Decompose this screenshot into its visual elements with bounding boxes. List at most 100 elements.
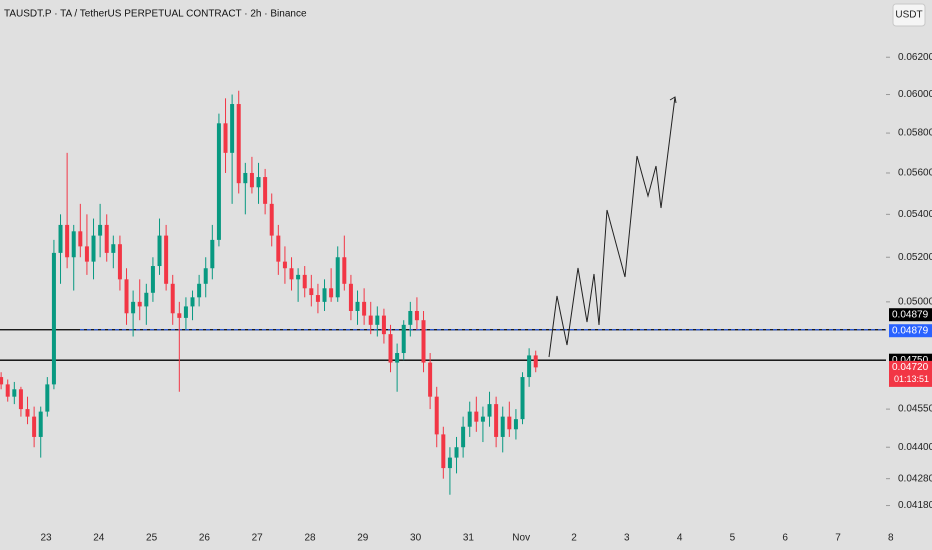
price-tag-label: 0.04879 [892, 309, 929, 320]
candle-body [71, 231, 76, 258]
candle-body [428, 362, 433, 397]
candle-body [421, 320, 426, 363]
candle-body [520, 377, 525, 420]
currency-label[interactable]: USDT [895, 10, 922, 21]
candle-body [322, 288, 327, 302]
candle-body [315, 295, 320, 302]
candle-body [263, 177, 268, 204]
candle-body [230, 104, 235, 153]
candle-body [355, 301, 360, 311]
candle-body [137, 301, 142, 307]
candle-body [32, 416, 37, 437]
candle-body [381, 315, 386, 335]
x-tick-label: 27 [252, 533, 264, 544]
candle-body [5, 384, 10, 397]
candle-body [500, 416, 505, 437]
candle-body [513, 419, 518, 430]
chart-title: TAUSDT.P · TA / TetherUS PERPETUAL CONTR… [4, 9, 307, 20]
candle-body [309, 288, 314, 296]
projection-drawing [548, 96, 676, 358]
y-tick-label: 0.06200 [898, 52, 932, 63]
candle-body [302, 274, 307, 289]
y-tick-label: 0.05200 [898, 252, 932, 263]
price-tag-label: 0.04750 [892, 355, 929, 366]
candle-body [474, 411, 479, 422]
candle-body [91, 235, 96, 262]
x-tick-label: 31 [463, 533, 475, 544]
x-tick-label: 6 [782, 533, 788, 544]
candle-body [18, 389, 23, 410]
candle-body [487, 404, 492, 417]
y-tick-label: 0.04400 [898, 442, 932, 453]
candle-body [177, 313, 182, 318]
y-tick-label: 0.05000 [898, 296, 932, 307]
x-tick-label: 7 [835, 533, 841, 544]
candle-body [533, 355, 538, 368]
x-tick-label: 26 [199, 533, 211, 544]
x-tick-label: Nov [512, 533, 530, 544]
y-tick-label: 0.04550 [898, 404, 932, 415]
candle-body [256, 177, 261, 188]
candle-body [447, 457, 452, 469]
y-tick-label: 0.04280 [898, 473, 932, 484]
candle-body [65, 224, 70, 258]
candle-body [236, 104, 241, 184]
candle-body [203, 268, 208, 284]
candle-body [104, 224, 109, 253]
candle-body [190, 297, 195, 307]
price-tag [889, 324, 932, 338]
plot [0, 90, 886, 495]
candle-body [467, 411, 472, 427]
price-tag-label: 0.04879 [892, 325, 929, 336]
candle-body [223, 123, 228, 153]
price-tag [889, 360, 932, 387]
candle-body [124, 279, 129, 314]
price-tag-label: 0.04720 [892, 362, 929, 373]
candle-body [131, 301, 136, 314]
x-tick-label: 3 [624, 533, 630, 544]
candle-body [58, 224, 63, 253]
candle-body [170, 283, 175, 314]
candle-body [282, 261, 287, 269]
candle-body [111, 244, 116, 253]
candle-body [507, 416, 512, 430]
candle-body [362, 301, 367, 316]
x-tick-label: 5 [730, 533, 736, 544]
x-tick-label: 8 [888, 533, 894, 544]
candle-body [408, 310, 413, 325]
candle-body [249, 172, 254, 188]
candle-body [0, 377, 4, 385]
candle-body [401, 324, 406, 354]
y-tick-label: 0.05600 [898, 168, 932, 179]
y-tick-label: 0.06000 [898, 89, 932, 100]
candle-body [527, 355, 532, 378]
candle-body [25, 409, 30, 417]
candle-body [84, 246, 89, 262]
x-tick-label: 30 [410, 533, 422, 544]
candle-body [157, 235, 162, 267]
y-tick-label: 0.04180 [898, 500, 932, 511]
price-countdown: 01:13:51 [894, 374, 929, 384]
candle-body [375, 315, 380, 325]
candle-body [98, 224, 103, 236]
candle-body [395, 353, 400, 363]
candle-body [183, 306, 188, 318]
x-tick-label: 28 [304, 533, 316, 544]
candle-body [12, 389, 17, 397]
currency-button[interactable] [892, 3, 926, 27]
x-tick-label: 24 [93, 533, 105, 544]
candle-body [144, 292, 149, 307]
candle-body [480, 416, 485, 422]
candle-body [368, 315, 373, 325]
candle-body [276, 235, 281, 262]
candle-body [335, 257, 340, 298]
candle-body [329, 288, 334, 298]
candle-body [51, 252, 56, 385]
x-tick-label: 2 [571, 533, 577, 544]
candle-body [342, 257, 347, 284]
candle-body [461, 426, 466, 448]
candle-body [269, 203, 274, 236]
x-tick-label: 29 [357, 533, 369, 544]
